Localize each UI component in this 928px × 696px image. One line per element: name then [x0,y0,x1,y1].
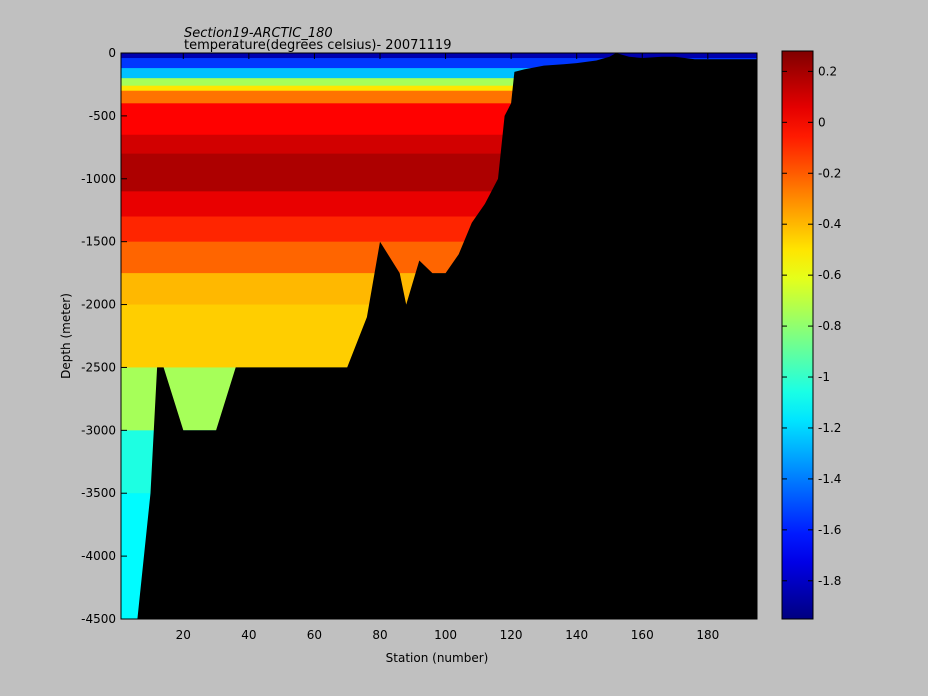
x-tick-label: 160 [631,628,654,642]
colorbar-tick-label: -0.4 [818,217,841,231]
temperature-layer-cell [121,68,757,79]
colorbar-tick-label: -1.6 [818,523,841,537]
chart-title: Section19-ARCTIC_180 [184,26,333,41]
colorbar-tick-label: -0.8 [818,319,841,333]
y-tick-label: -2500 [81,360,116,374]
colorbar-tick-label: -1 [818,370,830,384]
x-tick-label: 140 [565,628,588,642]
colorbar-frame [781,50,814,620]
x-axis: 20 40 60 80 100 120 140 160 180 [176,53,719,642]
y-tick-label: -1500 [81,235,116,249]
y-tick-label: 0 [108,46,116,60]
plot-frame [120,52,758,620]
y-tick-label: -3000 [81,423,116,437]
colorbar-tick-label: -1.2 [818,421,841,435]
y-tick-label: -4000 [81,549,116,563]
colorbar-tick-label: -1.8 [818,574,841,588]
y-axis-label: Depth (meter) [59,293,73,379]
x-tick-label: 80 [372,628,387,642]
x-tick-label: 40 [241,628,256,642]
y-tick-label: -1000 [81,172,116,186]
x-tick-label: 60 [307,628,322,642]
colorbar-gradient [782,51,813,619]
colorbar-tick-label: -1.4 [818,472,841,486]
y-tick-label: -2000 [81,298,116,312]
colorbar-tick-label: 0 [818,115,826,129]
x-tick-label: 20 [176,628,191,642]
x-tick-label: 100 [434,628,457,642]
x-tick-label: 180 [696,628,719,642]
y-tick-label: -500 [89,109,116,123]
x-tick-label: 120 [500,628,523,642]
seafloor-polygon [121,53,757,619]
y-tick-label: -3500 [81,486,116,500]
colorbar-tick-label: -0.2 [818,166,841,180]
colorbar-axis: 0.2 0 -0.2 -0.4 -0.6 -0.8 -1 -1.2 -1.4 -1.6 -1.8 [782,64,841,588]
temperature-layer-cell [121,53,757,59]
y-tick-label: -4500 [81,612,116,626]
temperature-layer-cell [121,85,757,92]
x-axis-label: Station (number) [386,651,489,665]
colorbar-tick-label: -0.6 [818,268,841,282]
temperature-layer-cell [121,78,757,87]
temperature-layer-cell [121,58,757,69]
colorbar-tick-label: 0.2 [818,64,837,78]
chart-subtitle: temperature(degrees celsius)- 20071119 [184,38,451,53]
seafloor-mask [121,53,757,619]
y-axis: 0 -500 -1000 -1500 -2000 -2500 -3000 -3500 -4000… [81,46,757,626]
